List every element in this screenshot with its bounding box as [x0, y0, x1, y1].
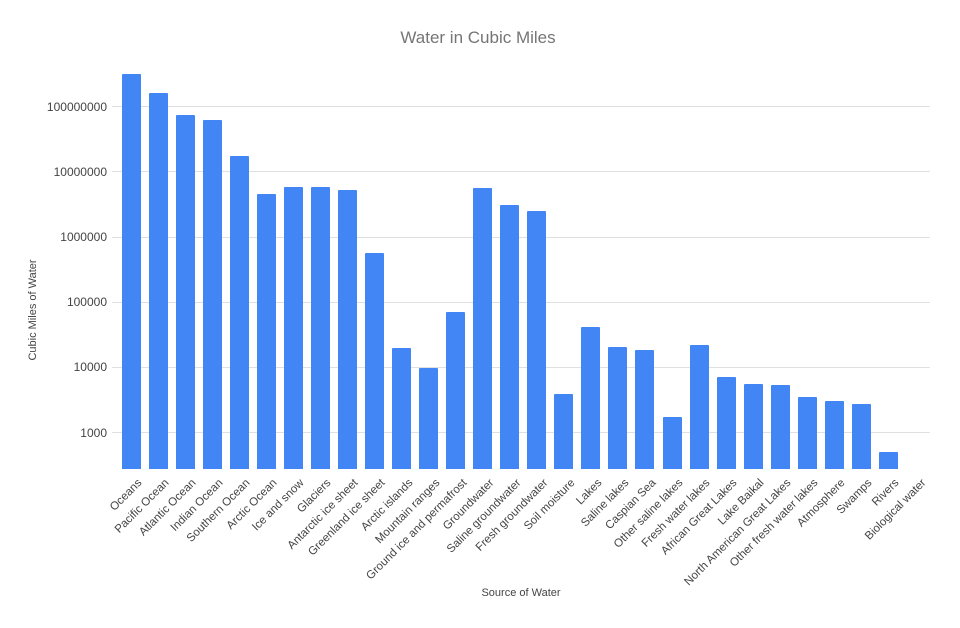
- bar-fresh-water-lakes[interactable]: [689, 345, 709, 469]
- bar-atmosphere[interactable]: [824, 400, 844, 469]
- y-tick-label-10000000: 10000000: [53, 164, 107, 179]
- bar-other-saline-lakes[interactable]: [662, 417, 682, 469]
- bar-southern-ocean[interactable]: [229, 156, 249, 469]
- bar-antarctic-ice-sheet[interactable]: [337, 190, 357, 469]
- y-tick-label-100000: 100000: [66, 295, 107, 310]
- gridline-10000: [112, 366, 930, 368]
- gridline-100000000: [112, 106, 930, 108]
- bar-ice-and-snow[interactable]: [283, 187, 303, 469]
- bar-lakes[interactable]: [581, 326, 601, 469]
- bar-swamps[interactable]: [851, 403, 871, 469]
- bar-indian-ocean[interactable]: [202, 119, 222, 469]
- gridline-10000000: [112, 171, 930, 173]
- bar-fresh-groundwater[interactable]: [527, 210, 547, 469]
- bar-groundwater[interactable]: [473, 188, 493, 469]
- bar-greenland-ice-sheet[interactable]: [364, 253, 384, 469]
- gridline-100000: [112, 301, 930, 303]
- bar-soil-moisture[interactable]: [554, 393, 574, 469]
- bar-arctic-ocean[interactable]: [256, 194, 276, 469]
- bar-caspian-sea[interactable]: [635, 349, 655, 469]
- gridline-1000000: [112, 236, 930, 238]
- bar-ground-ice-and-permafrost[interactable]: [446, 311, 466, 469]
- bar-african-great-lakes[interactable]: [716, 376, 736, 469]
- bar-glaciers[interactable]: [310, 187, 330, 469]
- y-axis-title: Cubic Miles of Water: [27, 259, 39, 361]
- bar-pacific-ocean[interactable]: [148, 93, 168, 469]
- y-tick-label-1000000: 1000000: [60, 230, 107, 245]
- bar-other-fresh-water-lakes[interactable]: [797, 397, 817, 469]
- y-tick-label-10000: 10000: [73, 360, 107, 375]
- bar-rivers[interactable]: [878, 451, 898, 469]
- x-axis-title: Source of Water: [481, 587, 561, 599]
- bar-north-american-great-lakes[interactable]: [770, 384, 790, 469]
- bar-arctic-islands[interactable]: [392, 347, 411, 469]
- bar-oceans[interactable]: [121, 73, 141, 469]
- gridline-1000: [112, 432, 930, 434]
- bar-mountain-ranges[interactable]: [419, 368, 439, 469]
- y-tick-label-1000: 1000: [80, 425, 107, 440]
- bar-lake-baikal[interactable]: [743, 383, 763, 469]
- bar-saline-lakes[interactable]: [608, 347, 628, 469]
- bar-atlantic-ocean[interactable]: [175, 114, 195, 469]
- chart-title: Water in Cubic Miles: [400, 28, 556, 47]
- bar-saline-groundwater[interactable]: [500, 205, 520, 469]
- y-tick-label-100000000: 100000000: [46, 99, 107, 114]
